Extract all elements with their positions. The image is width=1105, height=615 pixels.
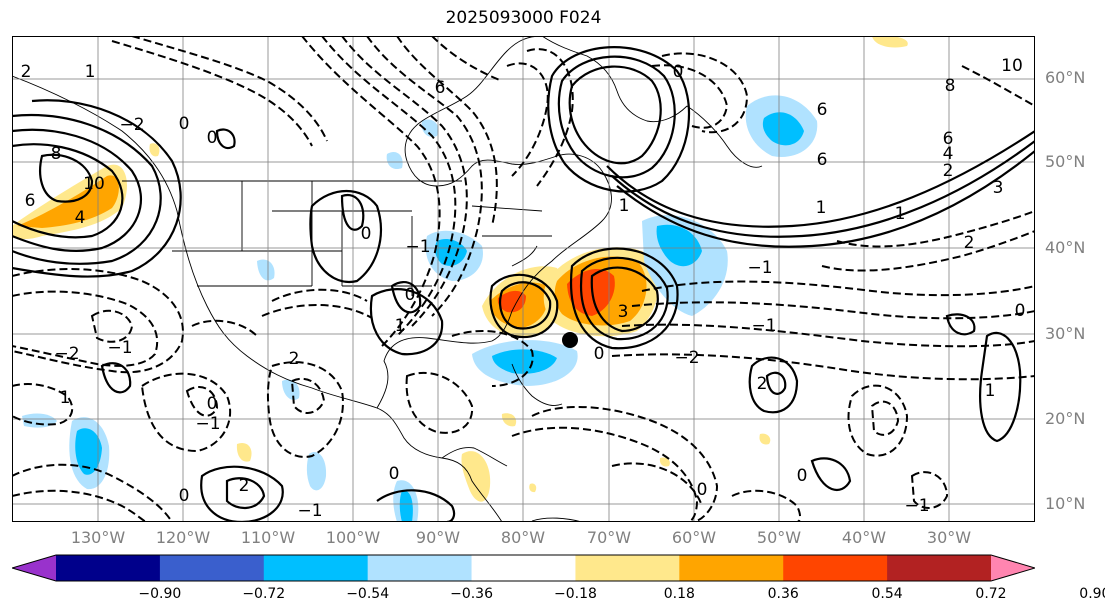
- contour-label: 0: [207, 128, 218, 148]
- contour-label: 6: [943, 129, 954, 149]
- colorbar-tick-label: −0.90: [138, 586, 182, 602]
- lon-label: 50°W: [756, 528, 802, 547]
- contour-label: −2: [119, 115, 144, 135]
- contour-label: −1: [747, 258, 772, 278]
- contour-label: −1: [107, 338, 132, 358]
- contour-label: 0: [697, 480, 708, 500]
- colorbar-segment: [263, 555, 369, 581]
- contour-labels: 2 1 8 10 6 4 0 6 −1 −2 6 10 8 6 4 2 1 3 …: [21, 56, 1026, 521]
- colorbar-segment: [471, 555, 576, 581]
- colorbar-tick-label: 0.72: [975, 586, 1007, 602]
- contour-label: −2: [54, 344, 79, 364]
- contour-label: 0: [179, 114, 190, 134]
- lat-label: 60°N: [1045, 68, 1086, 87]
- colorbar-tick-label: −0.72: [242, 586, 286, 602]
- contour-label: 6: [817, 150, 828, 170]
- contour-label: 6: [25, 191, 36, 211]
- contour-label: −1: [751, 316, 776, 336]
- colorbar-tick-label: −0.54: [346, 586, 390, 602]
- contour-label: 1: [395, 316, 406, 336]
- lon-label: 130°W: [70, 528, 126, 547]
- lon-label: 70°W: [586, 528, 632, 547]
- contour-label: 3: [993, 178, 1004, 198]
- colorbar: [12, 554, 1035, 582]
- colorbar-tick-label: −0.18: [553, 586, 597, 602]
- colorbar-segment: [56, 555, 161, 581]
- contour-label: 1: [85, 62, 96, 82]
- contour-label: 8: [51, 144, 62, 164]
- contour-label: 0: [673, 62, 684, 82]
- lat-label: 50°N: [1045, 152, 1086, 171]
- colorbar-tick-label: 0.18: [663, 586, 695, 602]
- contour-label: 6: [817, 100, 828, 120]
- contour-label: 2: [943, 161, 954, 181]
- colorbar-segment: [367, 555, 473, 581]
- contour-label: 2: [239, 476, 250, 496]
- lon-label: 120°W: [155, 528, 211, 547]
- map-title: 2025093000 F024: [445, 8, 602, 28]
- map-plot: 2 1 8 10 6 4 0 6 −1 −2 6 10 8 6 4 2 1 3 …: [12, 36, 1035, 522]
- lon-label: 110°W: [240, 528, 296, 547]
- contour-label: 1: [895, 204, 906, 224]
- contour-label: 6: [435, 78, 446, 98]
- contour-label: 0: [594, 344, 605, 364]
- contour-label: 8: [945, 76, 956, 96]
- contour-label: 4: [75, 208, 86, 228]
- contour-label: 2: [21, 62, 32, 82]
- contour-label: 1: [619, 196, 630, 216]
- colorbar-segment: [575, 555, 680, 581]
- contour-label: 0: [405, 285, 416, 305]
- contour-label: 1: [60, 388, 71, 408]
- colorbar-extension-low: [12, 555, 56, 581]
- contour-label: 10: [1001, 56, 1023, 76]
- colorbar-segment: [159, 555, 265, 581]
- contour-label: 4: [943, 144, 954, 164]
- colorbar-tick-label: 0.36: [767, 586, 799, 602]
- contour-label: 2: [289, 349, 300, 369]
- lat-label: 20°N: [1045, 409, 1086, 428]
- negative-contours: [12, 36, 1035, 522]
- storm-center-marker: [562, 332, 578, 348]
- lat-label: 30°N: [1045, 324, 1086, 343]
- positive-contours: [12, 46, 1035, 522]
- contour-label: 0: [797, 466, 808, 486]
- colorbar-tick-label: −0.36: [450, 586, 493, 602]
- colorbar-tick-label: 0.54: [871, 586, 903, 602]
- contour-label: −1: [405, 237, 430, 257]
- contour-label: 3: [618, 302, 629, 322]
- contour-label: 2: [964, 233, 975, 253]
- contour-label: 2: [757, 374, 768, 394]
- contour-label: 10: [83, 174, 105, 194]
- colorbar-extension-high: [991, 555, 1035, 581]
- lat-label: 40°N: [1045, 238, 1086, 257]
- colorbar-segment: [679, 555, 784, 581]
- lat-label: 10°N: [1045, 494, 1086, 513]
- lon-label: 90°W: [415, 528, 461, 547]
- contour-label: −1: [904, 496, 929, 516]
- contour-label: 0: [179, 486, 190, 506]
- lon-label: 40°W: [841, 528, 887, 547]
- contour-label: 1: [816, 198, 827, 218]
- colorbar-segment: [783, 555, 888, 581]
- colorbar-segment: [887, 555, 992, 581]
- contour-label: −2: [674, 348, 699, 368]
- lat-lon-grid: [12, 36, 1035, 522]
- lon-label: 80°W: [500, 528, 546, 547]
- lon-label: 100°W: [325, 528, 381, 547]
- contour-label: 0: [389, 464, 400, 484]
- contour-label: 0: [1015, 301, 1026, 321]
- lon-label: 30°W: [926, 528, 972, 547]
- contour-label: 0: [361, 224, 372, 244]
- contour-label: 1: [985, 381, 996, 401]
- colorbar-tick-label: 0.90: [1079, 586, 1105, 602]
- lon-label: 60°W: [671, 528, 717, 547]
- contour-label: −1: [195, 414, 220, 434]
- contour-label: −1: [297, 501, 322, 521]
- contour-label: 0: [207, 394, 218, 414]
